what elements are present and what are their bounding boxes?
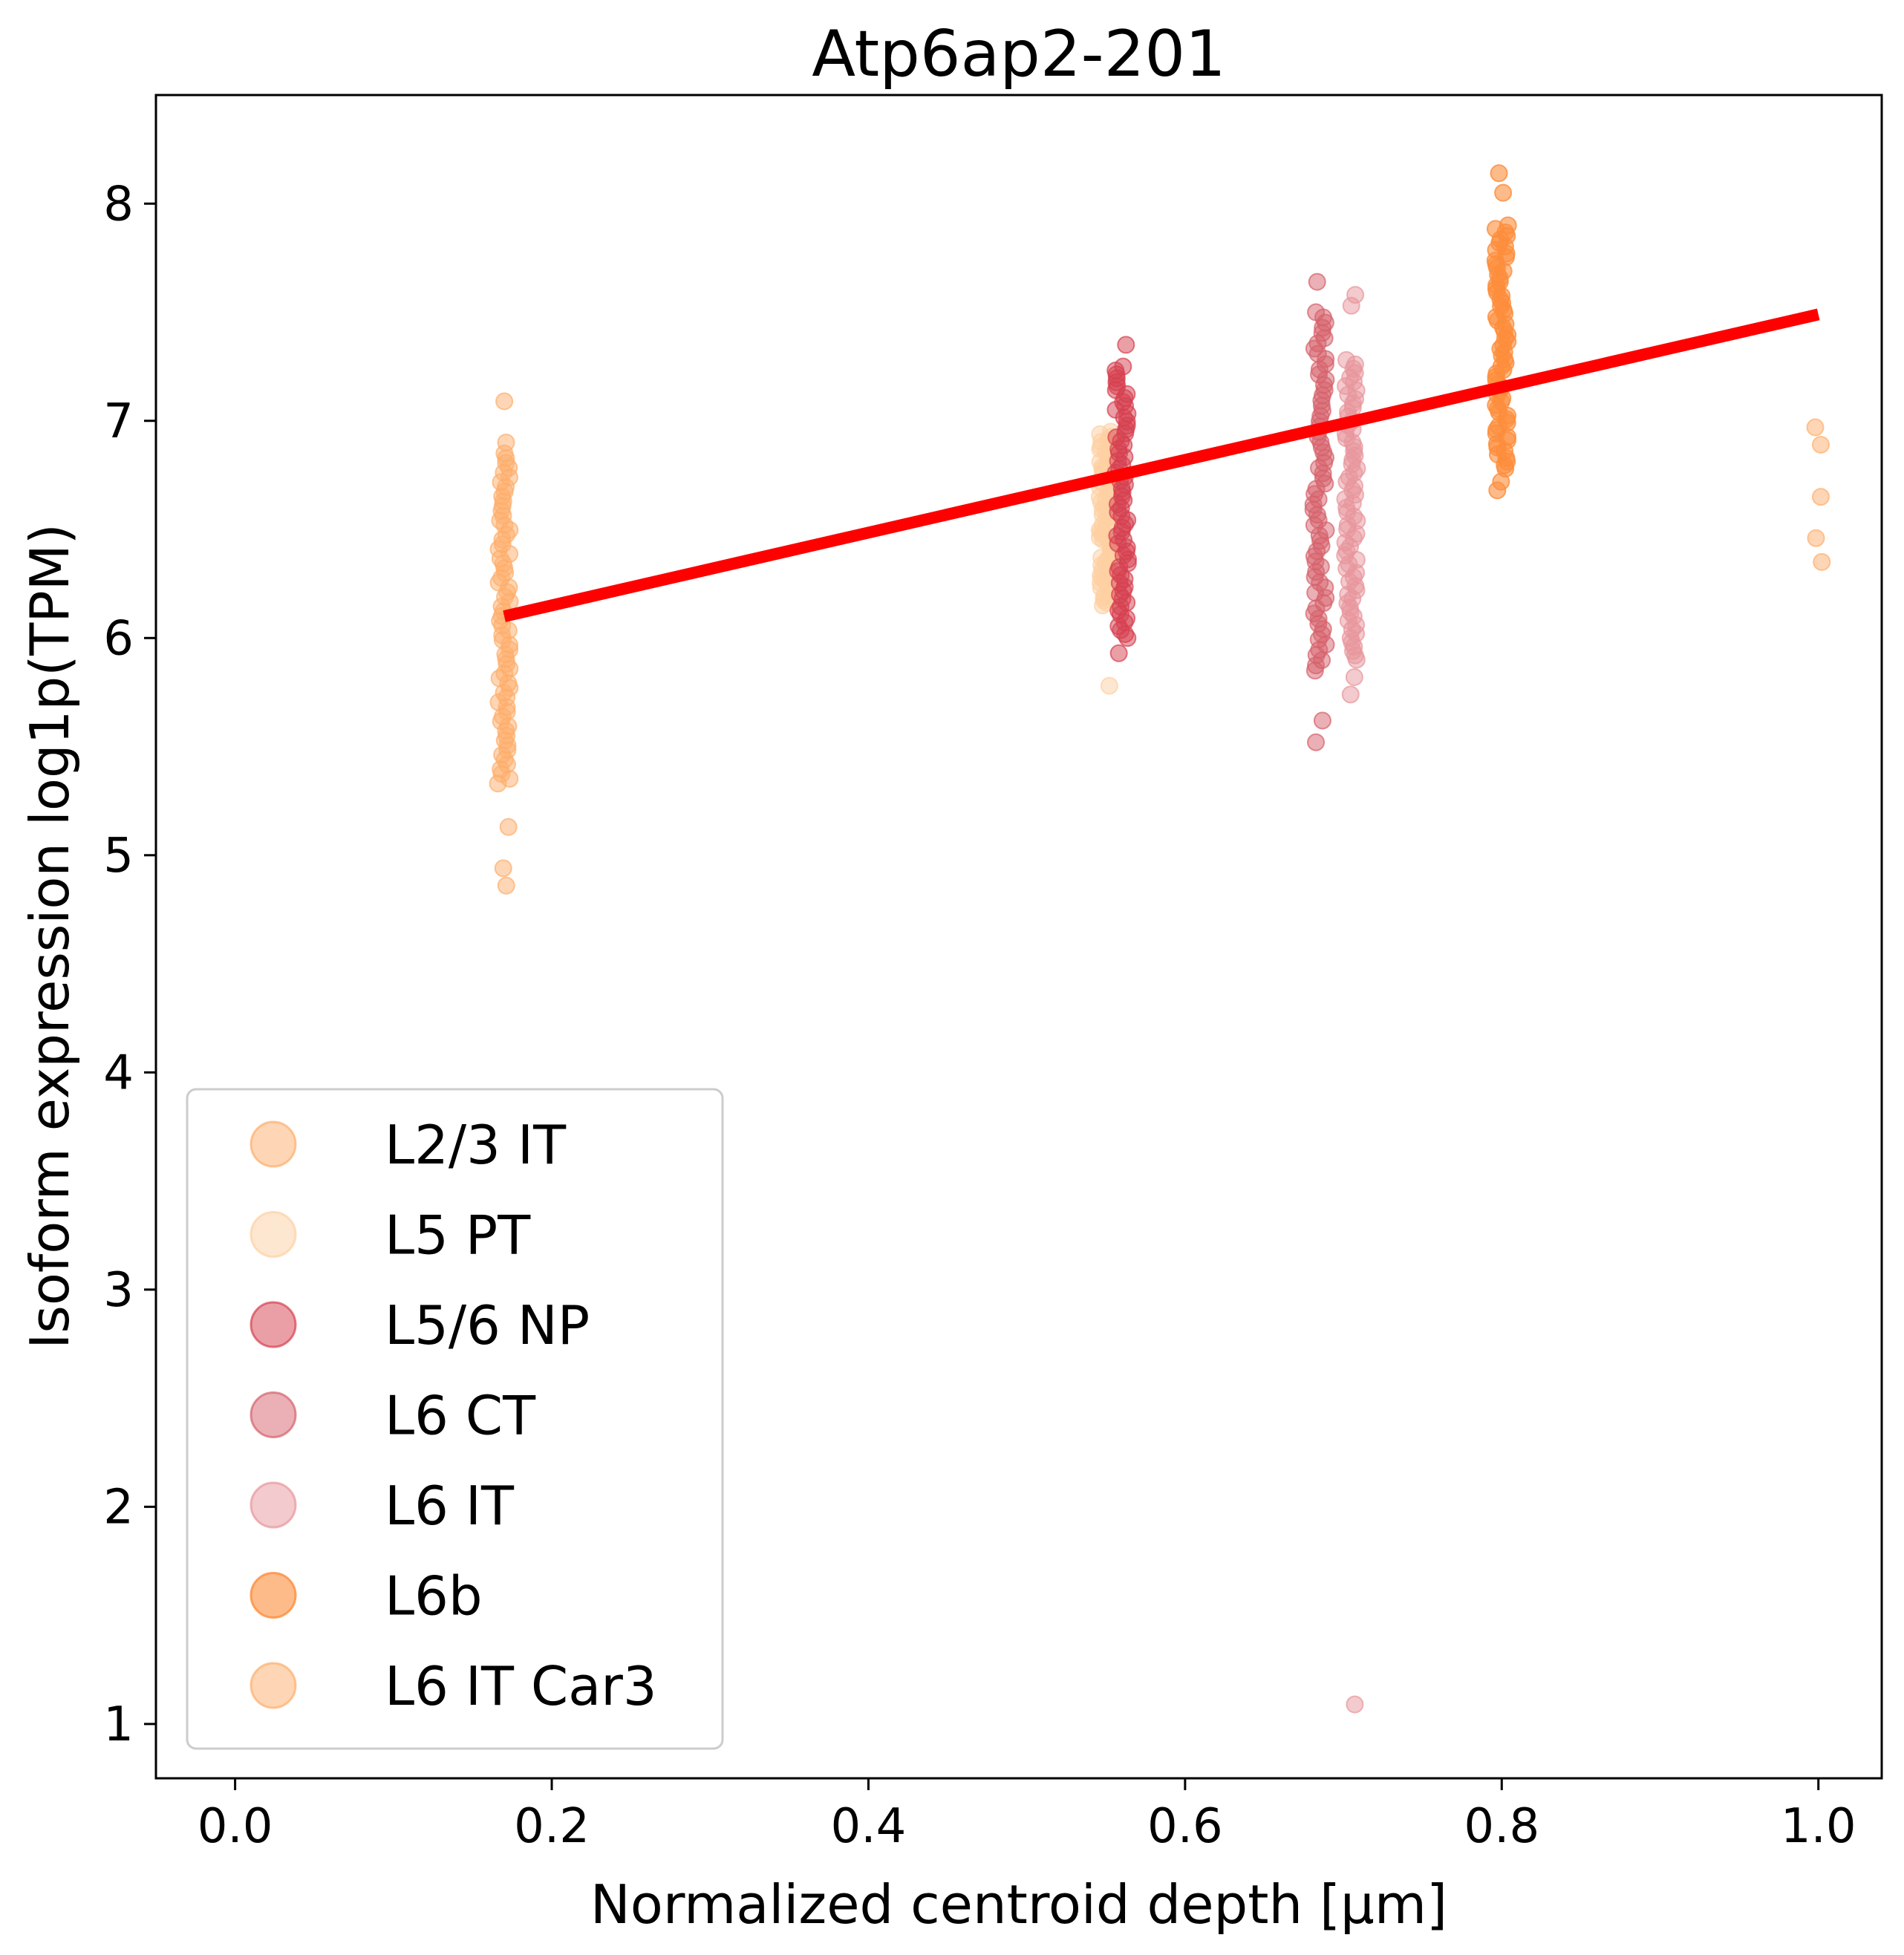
x-tick-label: 0.8 [1464, 1799, 1539, 1854]
legend-marker [250, 1662, 297, 1709]
legend-items: L2/3 IT L5 PT L5/6 NP L6 CT L6 IT L6b L6 IT Ca… [250, 1114, 657, 1717]
legend-marker [250, 1481, 297, 1529]
data-point [497, 434, 515, 452]
y-tick-label: 3 [103, 1263, 134, 1318]
data-point [494, 859, 512, 878]
data-point [1494, 183, 1513, 202]
legend-item: L2/3 IT [250, 1114, 567, 1176]
y-tick-label: 2 [103, 1480, 134, 1535]
legend-label: L5 PT [385, 1204, 531, 1267]
plot-frame [154, 94, 1883, 1780]
y-tick-label: 5 [103, 829, 134, 884]
series-3 [1304, 272, 1335, 751]
legend-marker [250, 1120, 297, 1168]
data-point [499, 817, 518, 836]
legend-label: L5/6 NP [385, 1294, 590, 1357]
x-tick-label: 0.6 [1147, 1799, 1223, 1854]
data-point [1813, 552, 1831, 571]
data-point [1342, 296, 1360, 315]
legend-label: L6b [385, 1565, 483, 1628]
series-5 [1486, 164, 1517, 500]
data-point [1117, 336, 1135, 354]
data-point [1488, 481, 1507, 500]
legend-box [186, 1088, 724, 1750]
y-tick-label: 4 [103, 1045, 134, 1100]
legend: L2/3 IT L5 PT L5/6 NP L6 CT L6 IT L6b L6 IT Ca… [186, 1088, 724, 1750]
data-point [1308, 272, 1326, 291]
legend-item: L6 IT Car3 [250, 1655, 657, 1717]
y-tick-label: 7 [103, 394, 134, 449]
legend-item: L6 IT [250, 1475, 515, 1537]
y-axis-label: Isoform expression log1p(TPM) [19, 523, 81, 1349]
y-axis-ticks: 1 2 3 4 5 6 7 8 [103, 177, 156, 1752]
legend-label: L6 CT [385, 1385, 536, 1447]
data-point [1490, 164, 1508, 183]
data-point [1806, 418, 1825, 437]
x-tick-label: 0.0 [198, 1799, 273, 1854]
y-tick-label: 6 [103, 611, 134, 666]
legend-label: L6 IT [385, 1475, 515, 1537]
legend-item: L6b [250, 1565, 483, 1628]
series-4 [1336, 286, 1366, 1714]
chart-title: Atp6ap2-201 [812, 17, 1226, 91]
legend-marker [250, 1391, 297, 1438]
legend-item: L6 CT [250, 1385, 536, 1447]
legend-label: L2/3 IT [385, 1114, 567, 1176]
data-point [1337, 350, 1355, 369]
x-tick-label: 0.4 [831, 1799, 907, 1854]
legend-label: L6 IT Car3 [385, 1655, 657, 1717]
data-point [1307, 733, 1326, 751]
data-point [1811, 435, 1830, 454]
y-tick-label: 1 [103, 1697, 134, 1752]
series-0 [489, 392, 519, 895]
legend-item: L5 PT [250, 1204, 531, 1267]
data-point [1100, 676, 1118, 695]
data-point [1313, 711, 1331, 730]
legend-item: L5/6 NP [250, 1294, 590, 1357]
data-point [1109, 644, 1128, 662]
data-point [1811, 488, 1830, 506]
series-6 [1806, 418, 1831, 571]
data-point [1114, 357, 1132, 376]
data-point [495, 392, 514, 411]
y-tick-label: 8 [103, 177, 134, 232]
legend-marker [250, 1211, 297, 1258]
data-point [1499, 216, 1517, 235]
data-point [1345, 668, 1363, 686]
series-2 [1106, 336, 1138, 662]
x-axis-label: Normalized centroid depth [µm] [590, 1873, 1447, 1936]
x-tick-label: 1.0 [1781, 1799, 1856, 1854]
x-tick-label: 0.2 [514, 1799, 590, 1854]
legend-marker [250, 1572, 297, 1619]
data-point [1307, 303, 1326, 322]
x-axis-ticks: 0.0 0.2 0.4 0.6 0.8 1.0 [198, 1778, 1856, 1854]
data-point [1346, 1695, 1364, 1714]
data-point [497, 876, 515, 895]
fit-line-layer [503, 308, 1820, 622]
legend-marker [250, 1301, 297, 1348]
data-point [1807, 529, 1825, 547]
data-point [1341, 685, 1360, 704]
fit-line [503, 308, 1820, 622]
